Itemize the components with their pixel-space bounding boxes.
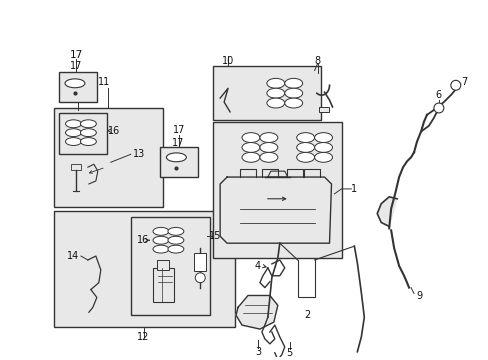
Ellipse shape xyxy=(242,152,260,162)
Ellipse shape xyxy=(167,228,183,235)
Ellipse shape xyxy=(65,138,81,145)
Text: 14: 14 xyxy=(67,251,79,261)
Ellipse shape xyxy=(167,236,183,244)
Text: 16: 16 xyxy=(107,126,120,136)
Bar xyxy=(71,164,81,170)
Polygon shape xyxy=(236,296,277,329)
Ellipse shape xyxy=(296,132,314,143)
Ellipse shape xyxy=(153,236,168,244)
Text: 4: 4 xyxy=(254,261,261,271)
Ellipse shape xyxy=(80,120,96,128)
Ellipse shape xyxy=(153,245,168,253)
Text: 17: 17 xyxy=(69,50,82,60)
Text: 1: 1 xyxy=(350,184,357,194)
Ellipse shape xyxy=(260,152,277,162)
Bar xyxy=(213,122,342,258)
Text: 11: 11 xyxy=(98,77,110,87)
Text: 9: 9 xyxy=(415,291,421,301)
Text: 8: 8 xyxy=(314,55,320,66)
Bar xyxy=(59,113,106,154)
Circle shape xyxy=(450,80,460,90)
Ellipse shape xyxy=(266,88,284,98)
Bar xyxy=(130,217,210,315)
Ellipse shape xyxy=(260,143,277,152)
Bar xyxy=(318,107,328,112)
Ellipse shape xyxy=(65,129,81,136)
Text: 7: 7 xyxy=(461,77,467,87)
Ellipse shape xyxy=(80,138,96,145)
Ellipse shape xyxy=(314,152,332,162)
Text: 16: 16 xyxy=(136,235,148,245)
Ellipse shape xyxy=(167,245,183,253)
Text: 2: 2 xyxy=(304,310,310,320)
Text: 13: 13 xyxy=(132,149,144,159)
Ellipse shape xyxy=(266,78,284,88)
Text: 10: 10 xyxy=(222,55,234,66)
Ellipse shape xyxy=(314,132,332,143)
Text: 12: 12 xyxy=(137,332,149,342)
Bar xyxy=(59,72,97,102)
Text: 17: 17 xyxy=(173,125,185,135)
Bar xyxy=(194,253,206,271)
Polygon shape xyxy=(220,177,331,243)
Ellipse shape xyxy=(65,120,81,128)
Text: 6: 6 xyxy=(435,90,441,100)
Ellipse shape xyxy=(242,132,260,143)
Circle shape xyxy=(433,103,443,113)
Bar xyxy=(160,148,198,177)
Bar xyxy=(54,108,163,207)
Ellipse shape xyxy=(65,79,85,88)
Ellipse shape xyxy=(296,143,314,152)
Ellipse shape xyxy=(284,78,302,88)
Text: 17: 17 xyxy=(172,138,184,148)
Ellipse shape xyxy=(80,129,96,136)
Text: 3: 3 xyxy=(254,347,261,357)
Ellipse shape xyxy=(260,132,277,143)
Ellipse shape xyxy=(153,228,168,235)
Ellipse shape xyxy=(284,88,302,98)
Ellipse shape xyxy=(242,143,260,152)
Ellipse shape xyxy=(284,98,302,108)
Ellipse shape xyxy=(296,152,314,162)
Bar xyxy=(213,66,320,120)
Text: 5: 5 xyxy=(286,348,292,358)
Polygon shape xyxy=(376,197,396,226)
Bar xyxy=(157,260,169,270)
Circle shape xyxy=(195,273,205,283)
Bar xyxy=(54,211,235,327)
Ellipse shape xyxy=(314,143,332,152)
Text: 15: 15 xyxy=(208,231,221,241)
Ellipse shape xyxy=(266,98,284,108)
Bar xyxy=(152,268,174,302)
Text: 17: 17 xyxy=(70,60,82,71)
Ellipse shape xyxy=(166,153,186,162)
